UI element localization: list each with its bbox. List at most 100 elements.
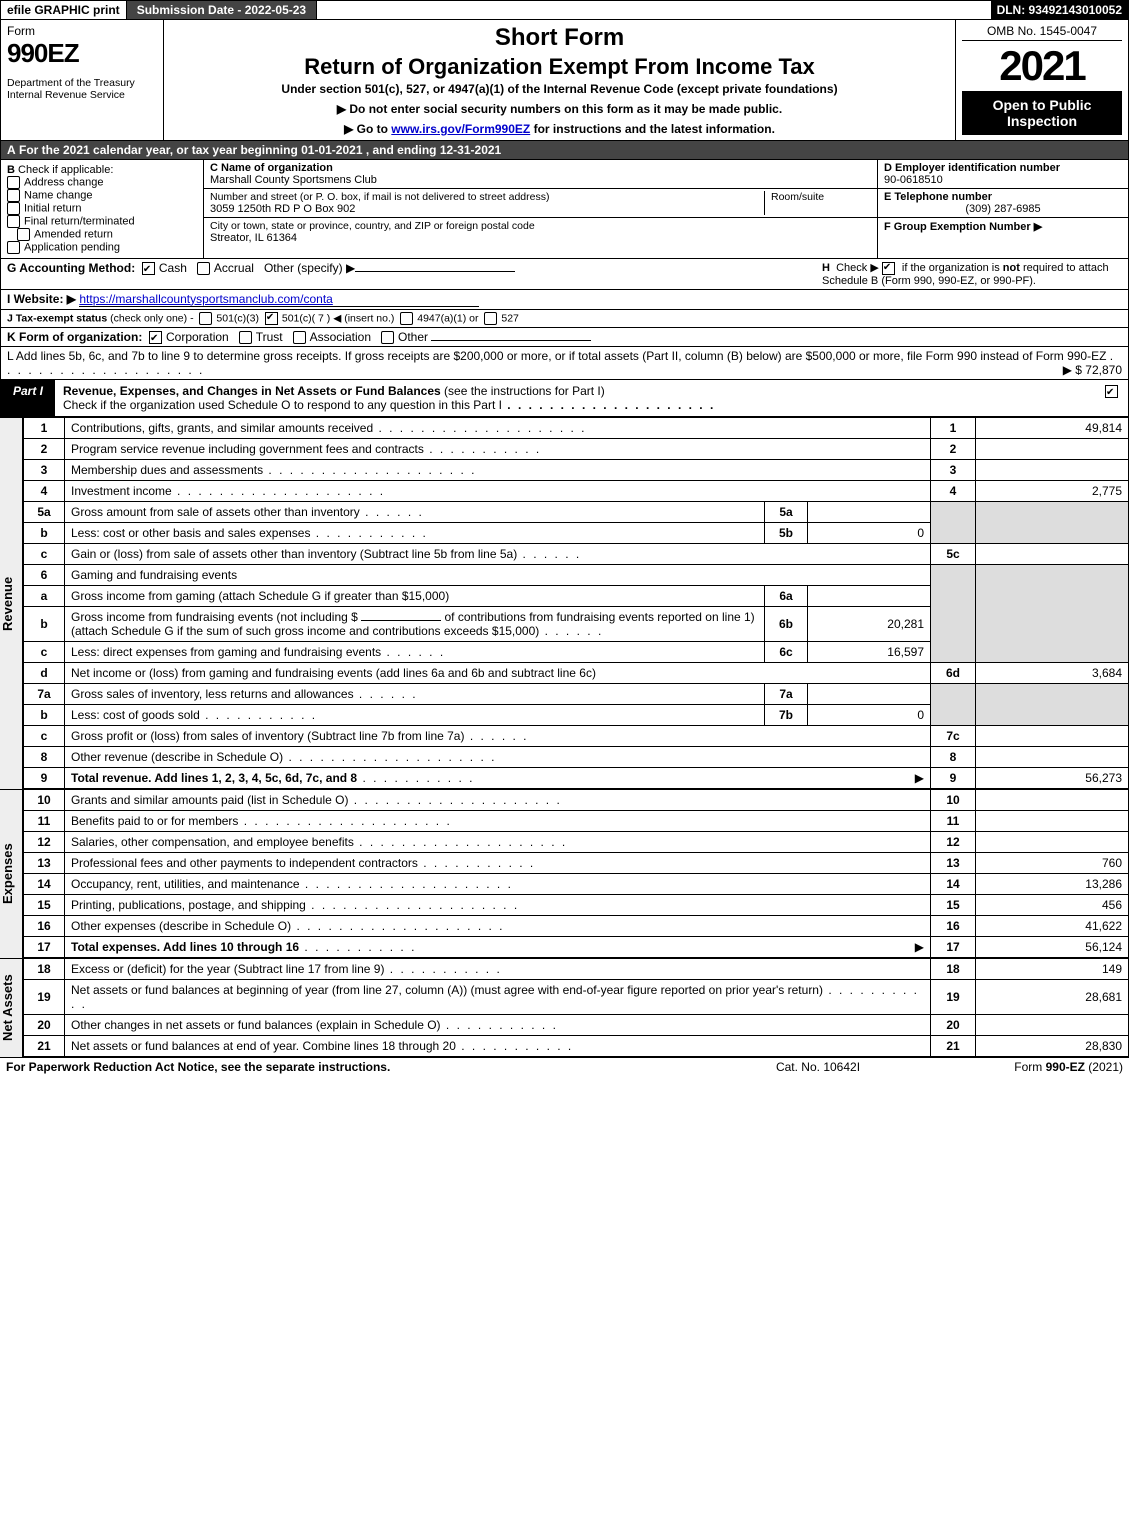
- g-accrual: Accrual: [214, 261, 254, 275]
- submission-date: Submission Date - 2022-05-23: [127, 1, 317, 19]
- l-value: ▶ $ 72,870: [1063, 363, 1122, 377]
- section-b: B Check if applicable: Address change Na…: [1, 160, 204, 258]
- line-21: 21Net assets or fund balances at end of …: [24, 1035, 1129, 1056]
- sidebar-expenses: Expenses: [0, 789, 23, 958]
- under-section: Under section 501(c), 527, or 4947(a)(1)…: [172, 82, 947, 96]
- line-13: 13Professional fees and other payments t…: [24, 852, 1129, 873]
- k-label: K Form of organization:: [7, 330, 142, 344]
- irs-link[interactable]: www.irs.gov/Form990EZ: [391, 122, 530, 136]
- chk-h[interactable]: [882, 262, 895, 275]
- arrow-icon: [915, 771, 924, 785]
- chk-501c3[interactable]: [199, 312, 212, 325]
- chk-amended[interactable]: [17, 228, 30, 241]
- form-number: 990EZ: [7, 38, 157, 69]
- chk-initial-return[interactable]: [7, 202, 20, 215]
- chk-501c[interactable]: [265, 312, 278, 325]
- j-501c: 501(c)( 7 ) ◀ (insert no.): [282, 312, 395, 324]
- efile-print-label[interactable]: efile GRAPHIC print: [1, 1, 127, 19]
- c-city-lbl: City or town, state or province, country…: [210, 220, 535, 232]
- opt-address-change: Address change: [24, 176, 104, 188]
- part1-header: Part I Revenue, Expenses, and Changes in…: [0, 380, 1129, 417]
- revenue-section: Revenue 1 Contributions, gifts, grants, …: [0, 417, 1129, 789]
- section-c: C Name of organization Marshall County S…: [204, 160, 878, 258]
- section-a-tax-year: A For the 2021 calendar year, or tax yea…: [0, 141, 1129, 160]
- section-a-label: A: [7, 143, 19, 157]
- short-form-title: Short Form: [172, 24, 947, 52]
- dln-label: DLN: 93492143010052: [991, 1, 1128, 19]
- net-assets-section: Net Assets 18Excess or (deficit) for the…: [0, 958, 1129, 1057]
- g-other: Other (specify) ▶: [264, 261, 355, 275]
- opt-app-pending: Application pending: [24, 241, 120, 253]
- chk-name-change[interactable]: [7, 189, 20, 202]
- page-footer: For Paperwork Reduction Act Notice, see …: [0, 1057, 1129, 1076]
- chk-other-org[interactable]: [381, 331, 394, 344]
- part1-sub: (see the instructions for Part I): [444, 384, 605, 398]
- part1-dots: [502, 398, 715, 412]
- e-tel-lbl: E Telephone number: [884, 191, 992, 203]
- line-5a: 5a Gross amount from sale of assets othe…: [24, 501, 1129, 522]
- website-link[interactable]: https://marshallcountysportsmanclub.com/…: [79, 292, 479, 307]
- header-left: Form 990EZ Department of the Treasury In…: [1, 20, 164, 140]
- part1-tab: Part I: [1, 380, 55, 416]
- part1-check-line: Check if the organization used Schedule …: [63, 398, 502, 412]
- form-header: Form 990EZ Department of the Treasury In…: [0, 20, 1129, 141]
- line-18: 18Excess or (deficit) for the year (Subt…: [24, 958, 1129, 979]
- expenses-table: 10Grants and similar amounts paid (list …: [23, 789, 1129, 958]
- footer-left: For Paperwork Reduction Act Notice, see …: [6, 1060, 693, 1074]
- chk-accrual[interactable]: [197, 262, 210, 275]
- part1-chk-cell: [1099, 380, 1128, 416]
- chk-4947[interactable]: [400, 312, 413, 325]
- line-20: 20Other changes in net assets or fund ba…: [24, 1014, 1129, 1035]
- footer-cat: Cat. No. 10642I: [693, 1060, 943, 1074]
- chk-final-return[interactable]: [7, 215, 20, 228]
- row-i: I Website: ▶ https://marshallcountysport…: [0, 290, 1129, 310]
- d-ein-lbl: D Employer identification number: [884, 162, 1060, 174]
- c-addr-lbl: Number and street (or P. O. box, if mail…: [210, 191, 549, 203]
- line-9: 9 Total revenue. Add lines 1, 2, 3, 4, 5…: [24, 767, 1129, 788]
- chk-assoc[interactable]: [293, 331, 306, 344]
- line-2: 2 Program service revenue including gove…: [24, 438, 1129, 459]
- top-spacer: [317, 1, 990, 19]
- row-l: L Add lines 5b, 6c, and 7b to line 9 to …: [0, 347, 1129, 380]
- opt-name-change: Name change: [24, 189, 93, 201]
- row-k: K Form of organization: Corporation Trus…: [0, 328, 1129, 347]
- f-group-lbl: F Group Exemption Number ▶: [884, 221, 1042, 233]
- chk-address-change[interactable]: [7, 176, 20, 189]
- line-7a: 7a Gross sales of inventory, less return…: [24, 683, 1129, 704]
- chk-cash[interactable]: [142, 262, 155, 275]
- chk-corp[interactable]: [149, 331, 162, 344]
- chk-527[interactable]: [484, 312, 497, 325]
- tax-year: 2021: [962, 45, 1122, 87]
- top-bar: efile GRAPHIC print Submission Date - 20…: [0, 0, 1129, 20]
- line-1: 1 Contributions, gifts, grants, and simi…: [24, 417, 1129, 438]
- return-title: Return of Organization Exempt From Incom…: [172, 54, 947, 80]
- h-not: not: [1003, 262, 1020, 274]
- line-11: 11Benefits paid to or for members11: [24, 810, 1129, 831]
- opt-final-return: Final return/terminated: [24, 215, 135, 227]
- chk-app-pending[interactable]: [7, 241, 20, 254]
- k-assoc: Association: [310, 330, 371, 344]
- sidebar-net-assets: Net Assets: [0, 958, 23, 1057]
- part1-title: Revenue, Expenses, and Changes in Net As…: [63, 384, 441, 398]
- goto-prefix: ▶ Go to: [344, 122, 391, 136]
- dept-treasury: Department of the Treasury: [7, 77, 157, 89]
- room-suite-lbl: Room/suite: [771, 191, 824, 203]
- chk-trust[interactable]: [239, 331, 252, 344]
- opt-amended: Amended return: [34, 228, 113, 240]
- g-other-line: [355, 271, 515, 272]
- k-trust: Trust: [256, 330, 283, 344]
- sidebar-revenue: Revenue: [0, 417, 23, 789]
- section-h: H Check ▶ if the organization is not req…: [822, 261, 1122, 287]
- section-a-text: For the 2021 calendar year, or tax year …: [19, 143, 501, 157]
- line-3: 3 Membership dues and assessments 3: [24, 459, 1129, 480]
- line-16: 16Other expenses (describe in Schedule O…: [24, 915, 1129, 936]
- j-527: 527: [501, 312, 519, 324]
- line-15: 15Printing, publications, postage, and s…: [24, 894, 1129, 915]
- chk-schedule-o[interactable]: [1105, 385, 1118, 398]
- org-address: 3059 1250th RD P O Box 902: [210, 203, 355, 215]
- footer-right: Form 990-EZ (2021): [943, 1060, 1123, 1074]
- line-8: 8 Other revenue (describe in Schedule O)…: [24, 746, 1129, 767]
- j-4947: 4947(a)(1) or: [417, 312, 478, 324]
- i-label: I Website: ▶: [7, 292, 76, 306]
- line-6: 6 Gaming and fundraising events: [24, 564, 1129, 585]
